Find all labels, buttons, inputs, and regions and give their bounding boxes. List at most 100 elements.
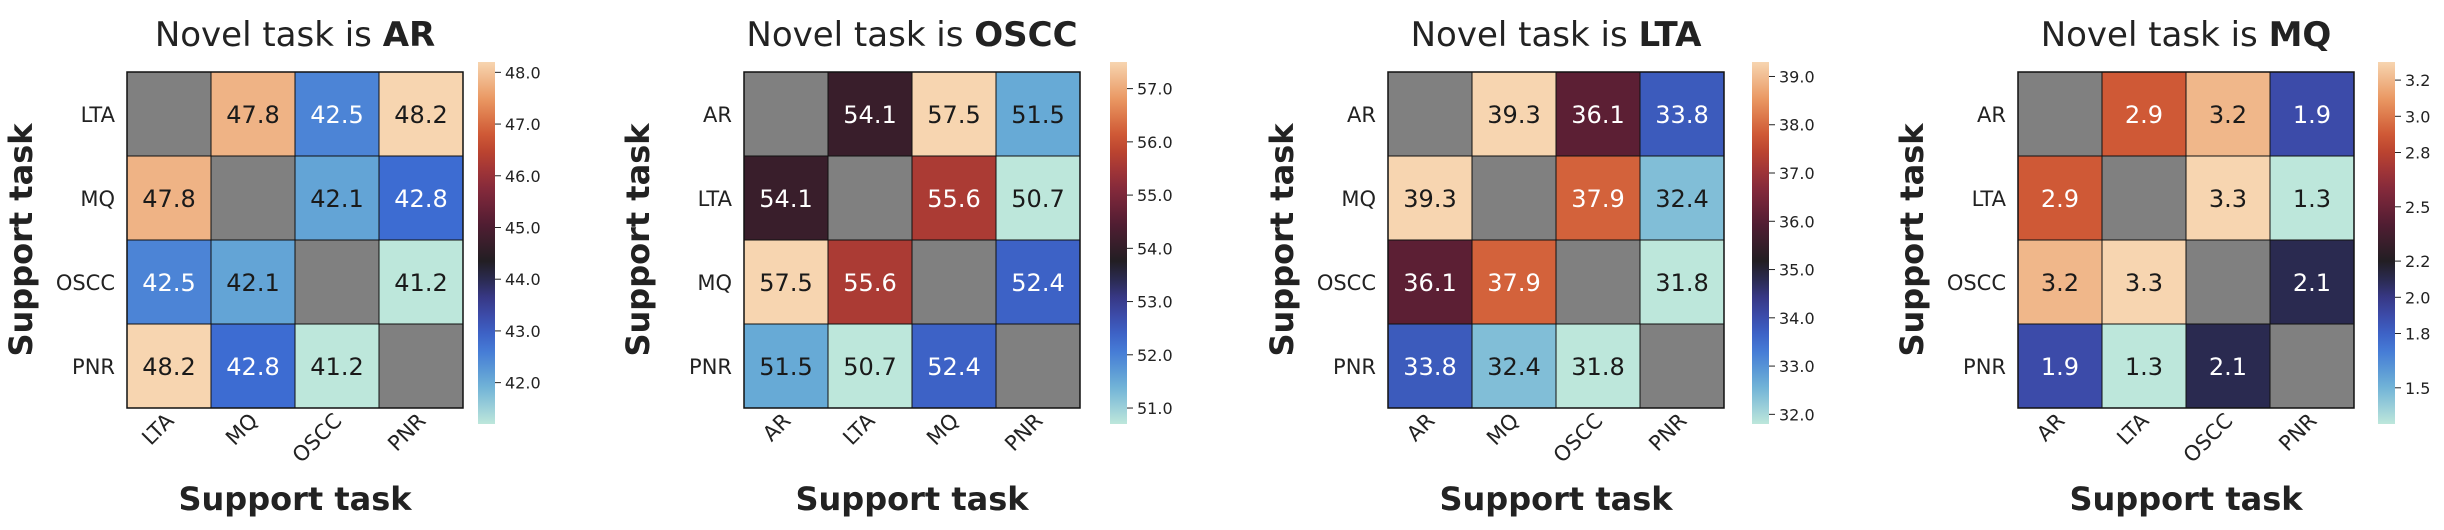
panel-title-task: LTA <box>1638 15 1702 55</box>
heatmap-cell <box>1471 71 1557 157</box>
cell-value-label: 47.8 <box>142 185 195 213</box>
x-tick-label: MQ <box>1482 409 1523 450</box>
cell-value-label: 32.4 <box>1655 185 1708 213</box>
colorbar-tick-label: 1.5 <box>2405 379 2430 398</box>
x-tick-label: OSCC <box>2179 409 2238 468</box>
y-axis-label: Support task <box>2 123 40 357</box>
cell-value-label: 42.8 <box>394 185 447 213</box>
x-tick-label: AR <box>2032 409 2069 446</box>
cell-value-label: 52.4 <box>1011 269 1064 297</box>
cell-value-label: 2.1 <box>2293 269 2331 297</box>
heatmap-cell <box>2269 239 2355 325</box>
colorbar-tick-label: 2.0 <box>2405 288 2430 307</box>
cell-value-label: 3.2 <box>2209 101 2247 129</box>
y-tick-label: PNR <box>1963 355 2006 379</box>
colorbar-tick-label: 53.0 <box>1137 293 1173 312</box>
cell-value-label: 42.1 <box>226 269 279 297</box>
cell-value-label: 32.4 <box>1487 353 1540 381</box>
colorbar-tick-label: 45.0 <box>505 218 541 237</box>
x-tick-label: LTA <box>137 408 179 450</box>
cell-value-label: 51.5 <box>1011 101 1064 129</box>
x-tick-label: AR <box>758 409 795 446</box>
heatmap-cell <box>294 155 380 241</box>
heatmap-cell-empty <box>2101 155 2187 241</box>
heatmap-cell <box>827 323 913 409</box>
panel-title: Novel task is MQ <box>2041 15 2332 55</box>
heatmap-cell-empty <box>2269 323 2355 409</box>
cell-value-label: 33.8 <box>1655 101 1708 129</box>
colorbar-tick-label: 55.0 <box>1137 186 1173 205</box>
colorbar-tick-label: 44.0 <box>505 270 541 289</box>
colorbar-tick-label: 34.0 <box>1779 309 1815 328</box>
cell-value-label: 1.9 <box>2293 101 2331 129</box>
panel-title-prefix: Novel task is <box>2041 15 2269 55</box>
colorbar-tick-label: 36.0 <box>1779 212 1815 231</box>
cell-value-label: 54.1 <box>843 101 896 129</box>
x-tick-label: LTA <box>2112 408 2154 450</box>
cell-value-label: 41.2 <box>394 269 447 297</box>
cell-value-label: 3.3 <box>2125 269 2163 297</box>
heatmap-cell <box>2269 71 2355 157</box>
panel-title-prefix: Novel task is <box>1411 15 1639 55</box>
panel-title-task: MQ <box>2269 15 2332 55</box>
heatmap-cell <box>210 239 296 325</box>
cell-value-label: 42.1 <box>310 185 363 213</box>
y-tick-label: PNR <box>1333 355 1376 379</box>
heatmap-cell-empty <box>1555 239 1641 325</box>
heatmap-border <box>1387 71 1725 409</box>
y-tick-label: PNR <box>72 355 115 379</box>
heatmap-cell <box>1639 71 1725 157</box>
colorbar-tick-label: 46.0 <box>505 167 541 186</box>
x-tick-label: PNR <box>2274 409 2321 456</box>
x-tick-label: PNR <box>1644 409 1691 456</box>
cell-value-label: 37.9 <box>1487 269 1540 297</box>
cell-value-label: 39.3 <box>1487 101 1540 129</box>
heatmap-cell <box>2185 323 2271 409</box>
x-tick-label: PNR <box>1000 409 1047 456</box>
heatmap-panel-1: Novel task is AR 47.8 42.5 48.2 47.8 42.1 42.8… <box>2 15 541 518</box>
colorbar-tick-label: 43.0 <box>505 322 541 341</box>
heatmap-cell-empty <box>294 239 380 325</box>
cell-value-label: 55.6 <box>927 185 980 213</box>
cell-value-label: 2.1 <box>2209 353 2247 381</box>
cell-value-label: 50.7 <box>1011 185 1064 213</box>
panel-title-task: AR <box>383 15 436 55</box>
colorbar-tick-label: 57.0 <box>1137 80 1173 99</box>
cell-value-label: 54.1 <box>759 185 812 213</box>
heatmap-cell <box>911 155 997 241</box>
heatmap-cell-empty <box>2017 71 2103 157</box>
y-tick-label: AR <box>1977 103 2006 127</box>
colorbar <box>478 62 495 424</box>
cell-value-label: 42.5 <box>142 269 195 297</box>
y-tick-label: MQ <box>80 187 115 211</box>
cell-value-label: 2.9 <box>2041 185 2079 213</box>
panel-title: Novel task is OSCC <box>746 15 1077 55</box>
x-tick-label: MQ <box>922 409 963 450</box>
heatmap-border <box>743 71 1081 409</box>
cell-value-label: 51.5 <box>759 353 812 381</box>
heatmap-cell-empty <box>1471 155 1557 241</box>
colorbar-tick-label: 2.5 <box>2405 198 2430 217</box>
x-tick-label: OSCC <box>288 409 347 468</box>
cell-value-label: 57.5 <box>759 269 812 297</box>
heatmap-cell <box>294 71 380 157</box>
cell-value-label: 48.2 <box>394 101 447 129</box>
cell-value-label: 52.4 <box>927 353 980 381</box>
heatmap-cell <box>2185 155 2271 241</box>
heatmap-cell <box>1639 155 1725 241</box>
cell-value-label: 33.8 <box>1403 353 1456 381</box>
heatmap-panel-3: Novel task is LTA 39.3 36.1 33.8 39.3 37.9 32.… <box>1263 15 1815 518</box>
heatmap-border <box>2017 71 2355 409</box>
x-tick-label: AR <box>1402 409 1439 446</box>
heatmap-cell <box>210 71 296 157</box>
y-tick-label: MQ <box>1341 187 1376 211</box>
heatmap-cell <box>126 323 212 409</box>
x-tick-label: LTA <box>838 408 880 450</box>
heatmap-panel-2: Novel task is OSCC 54.1 57.5 51.5 54.1 55.6 50… <box>619 15 1173 518</box>
cell-value-label: 3.3 <box>2209 185 2247 213</box>
colorbar <box>1110 62 1127 424</box>
x-tick-label: MQ <box>221 409 262 450</box>
heatmap-border <box>126 71 464 409</box>
panel-title-prefix: Novel task is <box>155 15 383 55</box>
y-tick-label: LTA <box>1972 187 2007 211</box>
